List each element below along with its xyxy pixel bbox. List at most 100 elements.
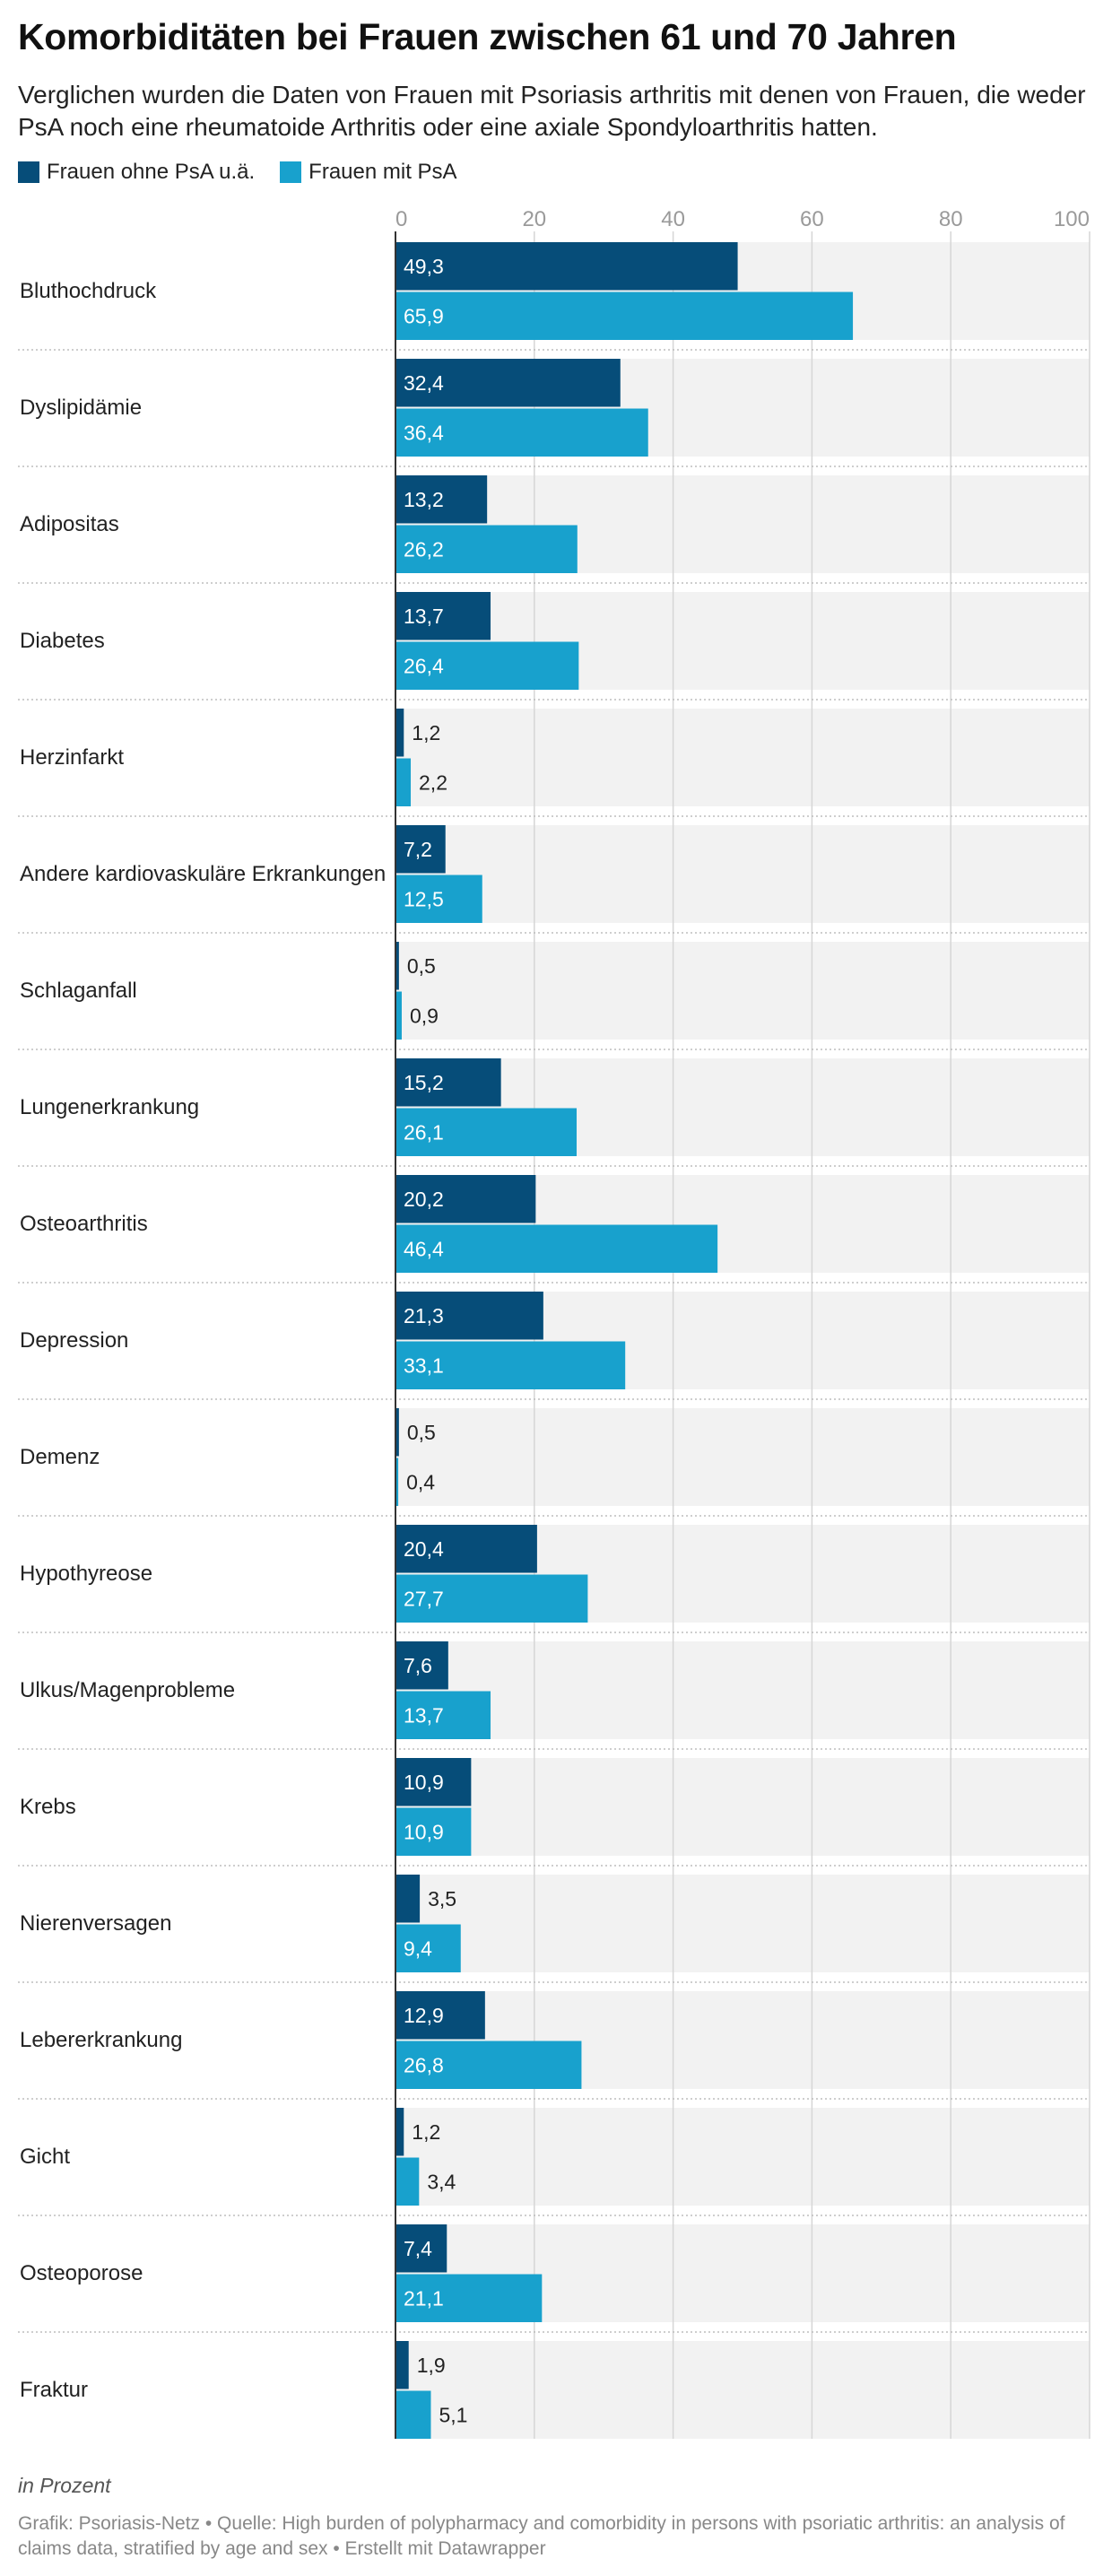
bar-series-2 <box>395 292 854 340</box>
data-label: 26,4 <box>404 654 444 677</box>
data-label: 13,2 <box>404 488 444 511</box>
data-label: 15,2 <box>404 1071 444 1094</box>
legend-item-series-1: Frauen ohne PsA u.ä. <box>18 160 255 185</box>
category-label: Adipositas <box>20 512 119 536</box>
x-tick-label: 80 <box>939 207 963 231</box>
x-tick-label: 100 <box>1054 207 1090 231</box>
row-band <box>395 1875 1090 1972</box>
chart-title: Komorbiditäten bei Frauen zwischen 61 un… <box>18 16 957 57</box>
bar-series-2 <box>395 1341 626 1389</box>
data-label: 0,5 <box>407 954 436 978</box>
category-label: Nierenversagen <box>20 1911 171 1936</box>
data-label: 12,5 <box>404 887 444 910</box>
category-label: Demenz <box>20 1445 100 1469</box>
data-label: 3,4 <box>427 2170 456 2193</box>
bar-series-1 <box>395 359 621 407</box>
bar-series-2 <box>395 991 402 1040</box>
x-tick-label: 60 <box>800 207 824 231</box>
data-label: 33,1 <box>404 1353 444 1377</box>
data-label: 65,9 <box>404 304 444 327</box>
category-label: Dyslipidämie <box>20 396 142 420</box>
bar-series-2 <box>395 2274 543 2322</box>
category-label: Andere kardiovaskuläre Erkrankungen <box>20 862 386 886</box>
data-label: 1,2 <box>412 2120 440 2144</box>
bar-series-1 <box>395 2224 447 2273</box>
source-footer: Grafik: Psoriasis-Netz • Quelle: High bu… <box>18 2513 1065 2559</box>
category-label: Lebererkrankung <box>20 2028 182 2052</box>
category-label: Herzinfarkt <box>20 745 124 770</box>
data-label: 26,1 <box>404 1120 444 1144</box>
data-label: 9,4 <box>404 1936 432 1960</box>
legend-label-series-2: Frauen mit PsA <box>308 160 457 184</box>
bar-series-2 <box>395 408 648 457</box>
category-label: Osteoarthritis <box>20 1212 148 1236</box>
category-label: Depression <box>20 1328 128 1353</box>
legend-label-series-1: Frauen ohne PsA u.ä. <box>47 160 256 184</box>
data-label: 12,9 <box>404 2004 444 2027</box>
row-band <box>395 1641 1090 1739</box>
legend: Frauen ohne PsA u.ä. Frauen mit PsA <box>18 160 457 185</box>
bar-series-2 <box>395 1807 472 1856</box>
category-label: Lungenerkrankung <box>20 1095 199 1119</box>
data-label: 7,6 <box>404 1654 432 1677</box>
bar-series-2 <box>395 525 578 573</box>
data-label: 2,2 <box>419 770 447 794</box>
category-label: Gicht <box>20 2145 70 2169</box>
bar-chart: 0 20 40 60 80 100 Bluthochdruck 49,3 65,9 Dyslipi… <box>18 207 1090 2439</box>
bar-series-1 <box>395 475 488 524</box>
data-label: 10,9 <box>404 1771 444 1794</box>
bar-series-2 <box>395 641 579 690</box>
category-label: Osteoporose <box>20 2261 143 2285</box>
data-label: 27,7 <box>404 1587 444 1610</box>
bar-series-2 <box>395 1574 588 1623</box>
row-band <box>395 2108 1090 2206</box>
data-label: 20,4 <box>404 1537 444 1561</box>
legend-swatch-series-2 <box>280 161 302 183</box>
bar-series-1 <box>395 1058 501 1107</box>
data-label: 26,2 <box>404 537 444 561</box>
data-label: 7,4 <box>404 2237 432 2260</box>
category-label: Schlaganfall <box>20 979 137 1003</box>
unit-note: in Prozent <box>18 2474 111 2497</box>
row-band <box>395 1758 1090 1856</box>
x-tick-label: 20 <box>522 207 546 231</box>
row-band <box>395 825 1090 923</box>
row-band <box>395 942 1090 1040</box>
data-label: 0,4 <box>406 1470 435 1493</box>
data-label: 10,9 <box>404 1820 444 1843</box>
data-label: 5,1 <box>439 2403 467 2426</box>
category-label: Fraktur <box>20 2378 88 2402</box>
bar-series-2 <box>395 758 412 806</box>
bar-series-1 <box>395 1408 399 1457</box>
bar-series-2 <box>395 1924 461 1972</box>
bar-series-1 <box>395 825 446 874</box>
data-label: 3,5 <box>428 1887 456 1910</box>
data-label: 21,1 <box>404 2286 444 2310</box>
data-label: 7,2 <box>404 838 432 861</box>
chart-subtitle: Verglichen wurden die Daten von Frauen m… <box>18 81 1086 141</box>
bar-series-1 <box>395 1875 421 1923</box>
data-label: 1,2 <box>412 721 440 744</box>
category-label: Ulkus/Magenprobleme <box>20 1678 235 1702</box>
bar-series-2 <box>395 1458 399 1506</box>
data-label: 20,2 <box>404 1188 444 1211</box>
x-tick-label: 40 <box>661 207 685 231</box>
bar-series-2 <box>395 1224 718 1273</box>
data-label: 36,4 <box>404 421 444 444</box>
bar-series-1 <box>395 1175 536 1223</box>
category-label: Bluthochdruck <box>20 279 157 303</box>
data-label: 32,4 <box>404 371 444 395</box>
bar-series-1 <box>395 2341 409 2389</box>
bar-series-2 <box>395 2041 582 2089</box>
row-band <box>395 1408 1090 1506</box>
legend-item-series-2: Frauen mit PsA <box>280 160 457 185</box>
bar-series-2 <box>395 1108 578 1156</box>
data-label: 46,4 <box>404 1237 444 1260</box>
bar-series-1 <box>395 1525 537 1573</box>
data-label: 21,3 <box>404 1304 444 1327</box>
data-label: 26,8 <box>404 2053 444 2076</box>
bar-series-2 <box>395 875 482 923</box>
bar-series-1 <box>395 1292 543 1340</box>
data-label: 49,3 <box>404 255 444 278</box>
x-tick-label: 0 <box>395 207 407 231</box>
